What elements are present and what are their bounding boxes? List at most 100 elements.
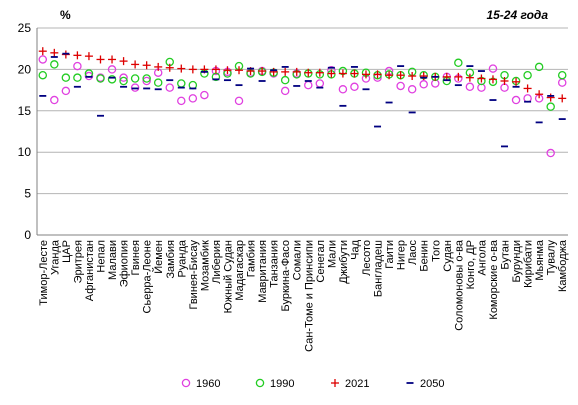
- y-tick-label: 0: [24, 228, 31, 242]
- point-1990: [142, 74, 151, 83]
- point-1990: [546, 102, 555, 111]
- point-1960: [73, 61, 82, 71]
- point-2021: [535, 90, 544, 99]
- x-tick-label: Танзания: [269, 240, 281, 288]
- x-tick-label: Мадагаскар: [234, 240, 246, 301]
- point-1990: [130, 74, 140, 83]
- point-2021: [235, 66, 244, 75]
- legend-item-1990: 1990: [255, 378, 294, 390]
- y-axis-label: %: [60, 8, 71, 22]
- point-1960: [177, 96, 186, 106]
- y-tick-label: 20: [18, 62, 32, 76]
- point-2021: [119, 57, 128, 66]
- point-1990: [61, 73, 71, 82]
- legend-label: 1960: [196, 378, 220, 390]
- point-2021: [84, 52, 93, 61]
- x-tick-label: Лаос: [407, 240, 419, 265]
- point-1960: [50, 95, 59, 105]
- point-2021: [96, 55, 105, 64]
- x-tick-label: Сан-Томе и Принсипи: [303, 240, 315, 352]
- point-2021: [408, 72, 417, 81]
- point-2021: [361, 70, 370, 79]
- point-1960: [280, 86, 290, 96]
- x-tick-label: Конго, ДР: [465, 240, 477, 289]
- x-tick-label: Либерия: [211, 240, 223, 284]
- x-tick-label: Афганистан: [84, 240, 96, 301]
- point-1990: [534, 62, 544, 72]
- x-tick-label: Бангладеш: [373, 240, 385, 297]
- point-1990: [73, 73, 82, 82]
- point-1960: [557, 78, 567, 87]
- point-1990: [454, 58, 463, 68]
- point-1990: [557, 70, 567, 80]
- y-tick-label: 5: [24, 187, 31, 201]
- point-2021: [73, 51, 82, 60]
- point-2021: [512, 77, 521, 86]
- x-tick-label: Руанда: [176, 239, 188, 277]
- point-1960: [61, 86, 71, 96]
- point-2021: [500, 76, 509, 85]
- x-tick-label: Коморские о-ва: [488, 239, 500, 319]
- point-2021: [188, 65, 197, 74]
- y-tick-label: 25: [18, 21, 32, 35]
- point-1960: [200, 90, 209, 100]
- x-tick-label: Мозамбик: [199, 240, 211, 291]
- point-1960: [500, 83, 509, 92]
- point-1960: [546, 148, 555, 158]
- x-tick-label: Чад: [349, 239, 361, 259]
- point-1960: [338, 85, 348, 94]
- point-1960: [234, 96, 244, 106]
- point-2021: [419, 72, 428, 81]
- legend-label: 2050: [420, 378, 444, 390]
- point-1960: [419, 80, 428, 89]
- point-1960: [407, 85, 417, 94]
- point-1960: [84, 71, 94, 81]
- x-tick-label: Сьерра-Леоне: [142, 240, 154, 313]
- x-tick-label: Тимор-Лесте: [38, 240, 50, 306]
- x-tick-label: Лесото: [361, 240, 373, 276]
- point-2021: [523, 84, 532, 93]
- point-1960: [107, 65, 117, 74]
- point-1960: [119, 73, 128, 82]
- point-2021: [50, 48, 59, 57]
- y-axis: 0 5 10 15 20 25: [18, 21, 38, 242]
- point-2021: [165, 63, 174, 72]
- legend-marker: [255, 378, 265, 388]
- y-tick-label: 10: [18, 145, 32, 159]
- x-tick-label: Джибути: [338, 240, 350, 284]
- point-1960: [511, 95, 521, 105]
- legend-marker: [331, 379, 339, 387]
- x-tick-label: Эритрея: [72, 240, 84, 283]
- point-2021: [131, 60, 140, 69]
- point-1990: [523, 70, 532, 80]
- x-tick-label: Бенин: [419, 240, 431, 272]
- x-tick-label: Уганда: [49, 239, 61, 275]
- point-2021: [385, 71, 394, 80]
- point-1960: [315, 79, 325, 88]
- grid: [37, 27, 568, 236]
- point-2021: [211, 65, 220, 74]
- point-1960: [142, 76, 151, 86]
- x-tick-label: ЦАР: [61, 240, 73, 263]
- point-2021: [142, 61, 151, 70]
- legend-label: 2021: [345, 378, 369, 390]
- point-1990: [38, 70, 48, 80]
- x-tick-label: Нигер: [396, 240, 408, 270]
- x-tick-label: Непал: [95, 240, 107, 273]
- point-2021: [292, 67, 301, 76]
- point-2021: [177, 64, 186, 73]
- legend-marker: [181, 378, 191, 388]
- point-2021: [108, 55, 117, 64]
- x-tick-label: Сомали: [292, 240, 304, 280]
- x-tick-label: Гамбия: [246, 240, 258, 277]
- point-2021: [269, 67, 278, 76]
- point-1960: [488, 64, 498, 73]
- point-1990: [50, 60, 59, 69]
- x-tick-label: Соломоновы о-ва: [453, 239, 465, 331]
- x-tick-label: Малави: [107, 240, 119, 280]
- data-marks: [38, 47, 567, 158]
- legend-item-1960: 1960: [181, 378, 220, 390]
- legend-item-2021: 2021: [331, 378, 369, 390]
- point-1960: [165, 83, 174, 92]
